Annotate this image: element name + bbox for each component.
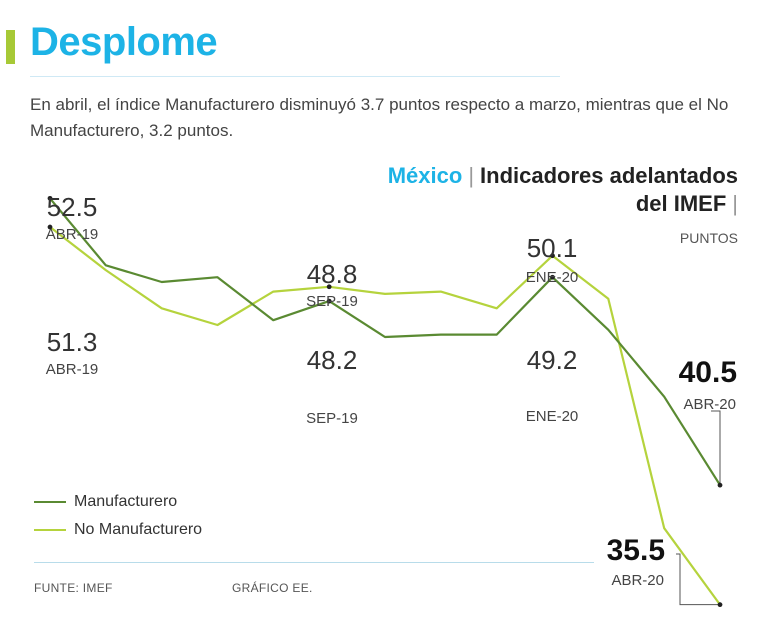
title-rule xyxy=(30,76,560,77)
point-marker-manufacturero-abr-20 xyxy=(717,482,723,488)
date-label-no-manufacturero-ene-20: ENE-20 xyxy=(526,269,579,286)
value-label-manufacturero-ene-20: 49.2 xyxy=(527,345,578,375)
legend: Manufacturero No Manufacturero xyxy=(34,488,202,544)
value-label-manufacturero-abr-19: 52.5 xyxy=(47,192,98,222)
chart-units: PUNTOS xyxy=(679,230,738,246)
value-label-no-manufacturero-abr-19: 51.3 xyxy=(47,327,98,357)
leader-line-manufacturero-abr-20 xyxy=(711,410,721,486)
point-marker-no-manufacturero-sep-19 xyxy=(326,284,332,290)
title-accent-bar xyxy=(6,30,15,64)
point-marker-manufacturero-sep-19 xyxy=(326,298,332,304)
value-label-manufacturero-abr-20: 40.5 xyxy=(679,356,737,389)
value-label-no-manufacturero-sep-19: 48.8 xyxy=(307,259,358,289)
value-label-no-manufacturero-ene-20: 50.1 xyxy=(527,233,578,263)
footer-rule xyxy=(34,562,594,563)
header-divider: | xyxy=(468,163,475,188)
point-marker-no-manufacturero-abr-19 xyxy=(47,224,53,230)
date-label-no-manufacturero-abr-20: ABR-20 xyxy=(611,572,664,589)
date-label-no-manufacturero-sep-19: SEP-19 xyxy=(306,293,358,310)
chart-header: México | Indicadores adelantados del IMEF | xyxy=(388,162,738,218)
date-label-manufacturero-ene-20: ENE-20 xyxy=(526,408,579,425)
value-label-manufacturero-sep-19: 48.2 xyxy=(307,345,358,375)
date-label-manufacturero-abr-20: ABR-20 xyxy=(683,396,736,413)
chart-country: México xyxy=(387,163,463,188)
page-title: Desplome xyxy=(30,20,218,64)
point-marker-no-manufacturero-ene-20 xyxy=(550,253,555,259)
legend-label-manufacturero: Manufacturero xyxy=(74,493,178,510)
legend-label-no-manufacturero: No Manufacturero xyxy=(74,521,203,538)
credit-note: GRÁFICO EE. xyxy=(232,581,313,595)
legend-swatch-no-manufacturero xyxy=(34,529,66,531)
point-marker-manufacturero-abr-19 xyxy=(47,195,53,201)
point-marker-no-manufacturero-abr-20 xyxy=(717,602,723,608)
value-label-no-manufacturero-abr-20: 35.5 xyxy=(607,534,665,567)
date-label-manufacturero-abr-19: ABR-19 xyxy=(46,226,99,243)
series-line-no-manufacturero xyxy=(49,226,721,606)
legend-swatch-manufacturero xyxy=(34,501,66,503)
point-marker-manufacturero-ene-20 xyxy=(550,274,555,280)
leader-line-no-manufacturero-abr-20 xyxy=(676,553,720,606)
subtitle: En abril, el índice Manufacturero dismin… xyxy=(30,95,729,140)
date-label-manufacturero-sep-19: SEP-19 xyxy=(306,410,358,427)
chart-title-line2: del IMEF xyxy=(635,191,727,216)
header-pipe: | xyxy=(732,191,738,216)
legend-item-no-manufacturero: No Manufacturero xyxy=(34,516,202,544)
series-line-manufacturero xyxy=(49,197,721,486)
source-note: FUNTE: IMEF xyxy=(34,581,113,595)
date-label-no-manufacturero-abr-19: ABR-19 xyxy=(46,361,99,378)
legend-item-manufacturero: Manufacturero xyxy=(34,488,202,516)
chart-title-line1: Indicadores adelantados xyxy=(480,163,738,188)
